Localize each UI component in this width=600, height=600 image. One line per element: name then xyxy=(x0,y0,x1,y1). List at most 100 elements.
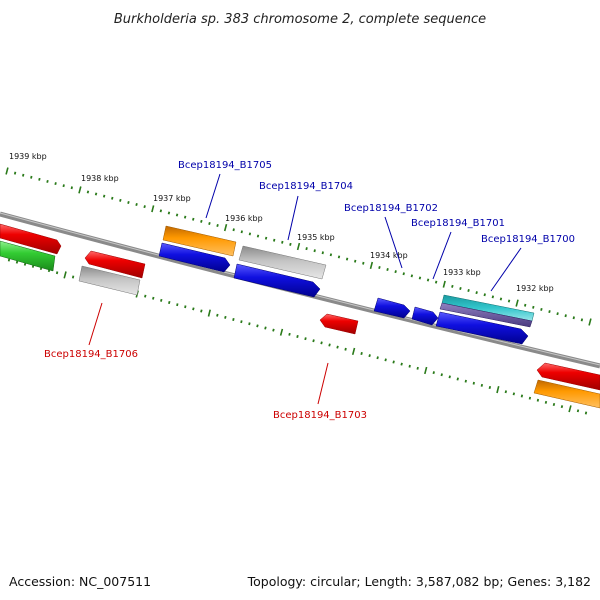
minor-tick xyxy=(160,298,163,302)
major-tick xyxy=(78,186,82,194)
gene-track-lower xyxy=(0,240,600,409)
minor-tick xyxy=(313,249,316,253)
minor-tick xyxy=(544,400,548,404)
gene-label-b1701[interactable]: Bcep18194_B1701 xyxy=(411,218,505,229)
minor-tick xyxy=(102,194,106,198)
minor-tick xyxy=(264,236,268,240)
gene-label-b1706[interactable]: Bcep18194_B1706 xyxy=(44,349,138,360)
minor-tick xyxy=(305,247,308,251)
gene-feature-b1702[interactable] xyxy=(373,297,411,319)
major-tick xyxy=(515,299,519,307)
minor-tick xyxy=(576,409,580,413)
gene-feature-b1701[interactable] xyxy=(411,306,439,326)
major-tick xyxy=(588,318,592,326)
gene-labels: Bcep18194_B1705 Bcep18194_B1704 Bcep1819… xyxy=(44,160,575,421)
minor-tick xyxy=(512,392,516,396)
minor-tick xyxy=(175,213,179,217)
minor-tick xyxy=(480,383,484,387)
minor-tick xyxy=(119,198,122,202)
scale-label: 1937 kbp xyxy=(153,194,191,203)
minor-tick xyxy=(540,307,543,311)
minor-tick xyxy=(144,294,147,298)
minor-tick xyxy=(167,211,171,215)
gene-feature-b1705[interactable] xyxy=(162,225,237,257)
gene-feature[interactable] xyxy=(78,265,141,296)
gene-feature[interactable] xyxy=(0,240,56,272)
gene-feature[interactable] xyxy=(158,242,231,273)
minor-tick xyxy=(248,322,251,326)
connector-b1700 xyxy=(490,247,522,292)
minor-tick xyxy=(168,300,171,305)
gene-label-b1704[interactable]: Bcep18194_B1704 xyxy=(259,181,353,192)
accession-text: Accession: NC_007511 xyxy=(9,574,151,589)
map-title: Burkholderia sp. 383 chromosome 2, compl… xyxy=(114,12,486,27)
connector-b1702 xyxy=(384,216,403,269)
minor-tick xyxy=(22,173,25,177)
gene-label-b1703[interactable]: Bcep18194_B1703 xyxy=(273,410,367,421)
minor-tick xyxy=(464,379,467,383)
gene-label-b1702[interactable]: Bcep18194_B1702 xyxy=(344,203,438,214)
minor-tick xyxy=(434,280,438,284)
topology-text: Topology: circular; Length: 3,587,082 bp… xyxy=(247,574,591,589)
minor-tick xyxy=(23,262,27,266)
gene-feature[interactable] xyxy=(536,362,600,391)
gene-feature-b1704[interactable] xyxy=(238,245,327,280)
scale-ticks-lower xyxy=(7,258,588,415)
major-tick xyxy=(568,405,572,413)
minor-tick xyxy=(54,182,57,186)
minor-tick xyxy=(386,268,389,272)
gene-feature[interactable] xyxy=(233,263,321,298)
minor-tick xyxy=(192,217,195,221)
minor-tick xyxy=(288,332,291,336)
connector-b1706 xyxy=(88,302,103,346)
gene-feature[interactable] xyxy=(0,223,62,255)
gene-feature-b1706[interactable] xyxy=(84,250,146,279)
minor-tick xyxy=(418,276,422,280)
minor-tick xyxy=(62,184,65,188)
major-tick xyxy=(369,261,374,270)
major-tick xyxy=(207,309,211,317)
minor-tick xyxy=(504,390,508,394)
minor-tick xyxy=(426,278,430,282)
minor-tick xyxy=(475,291,478,295)
minor-tick xyxy=(70,186,73,190)
minor-tick xyxy=(520,394,524,398)
scale-labels: 1939 kbp 1938 kbp 1937 kbp 1936 kbp 1935… xyxy=(9,152,554,293)
minor-tick xyxy=(524,303,527,307)
major-tick xyxy=(424,366,428,375)
minor-tick xyxy=(127,200,130,204)
minor-tick xyxy=(55,271,59,275)
gene-feature-b1703[interactable] xyxy=(319,313,359,335)
minor-tick xyxy=(208,221,211,225)
minor-tick xyxy=(135,203,138,207)
minor-tick xyxy=(337,255,341,259)
minor-tick xyxy=(272,328,275,332)
minor-tick xyxy=(264,326,267,330)
minor-tick xyxy=(472,381,475,385)
minor-tick xyxy=(111,196,114,200)
gene-label-b1700[interactable]: Bcep18194_B1700 xyxy=(481,234,575,245)
major-tick xyxy=(442,280,446,288)
minor-tick xyxy=(400,362,403,366)
gene-label-b1705[interactable]: Bcep18194_B1705 xyxy=(178,160,272,171)
scale-label: 1939 kbp xyxy=(9,152,47,161)
minor-tick xyxy=(224,315,227,319)
gene-track-upper xyxy=(0,223,535,345)
minor-tick xyxy=(368,354,371,358)
minor-tick xyxy=(94,192,98,196)
minor-tick xyxy=(152,296,155,300)
minor-tick xyxy=(240,320,243,324)
minor-tick xyxy=(392,360,395,364)
gene-feature[interactable] xyxy=(439,302,533,328)
minor-tick xyxy=(312,339,315,343)
minor-tick xyxy=(200,219,203,223)
gene-feature[interactable] xyxy=(435,311,529,345)
gene-feature[interactable] xyxy=(533,379,600,409)
minor-tick xyxy=(216,313,219,317)
minor-tick xyxy=(15,260,19,264)
scale-label: 1935 kbp xyxy=(297,233,335,242)
major-tick xyxy=(223,223,228,232)
scale-label: 1934 kbp xyxy=(370,251,408,260)
minor-tick xyxy=(184,305,187,309)
connector-b1703 xyxy=(317,362,329,405)
